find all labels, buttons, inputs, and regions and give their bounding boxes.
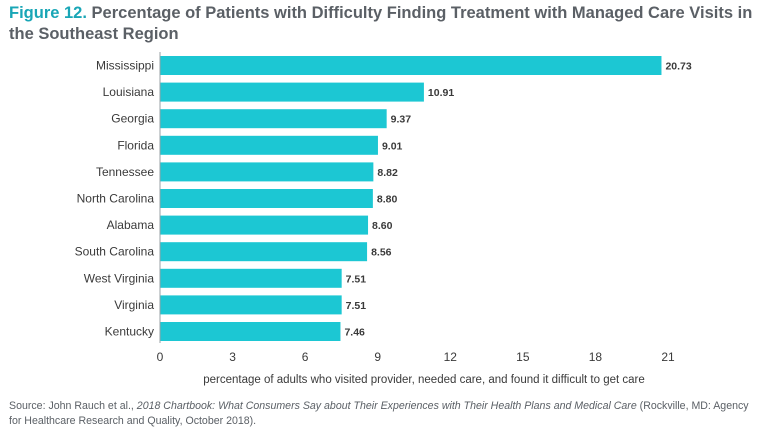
category-label: North Carolina	[77, 192, 155, 206]
x-axis-title: percentage of adults who visited provide…	[203, 374, 645, 386]
bar	[160, 82, 424, 102]
category-label: Kentucky	[105, 325, 154, 339]
bar	[160, 189, 373, 208]
x-tick-label: 3	[229, 350, 236, 364]
x-tick-label: 0	[157, 350, 164, 364]
value-label: 8.56	[371, 247, 392, 259]
x-tick-label: 21	[661, 350, 675, 364]
category-label: Florida	[117, 138, 154, 152]
category-label: Louisiana	[103, 85, 155, 99]
x-tick-label: 6	[302, 350, 309, 364]
category-label: Mississippi	[96, 59, 154, 73]
value-label: 8.82	[377, 167, 398, 179]
value-label: 7.51	[346, 273, 367, 285]
value-label: 10.91	[428, 87, 454, 99]
bar	[160, 109, 387, 129]
category-label: Georgia	[111, 112, 154, 126]
bar	[160, 322, 341, 341]
source-prefix: Source: John Rauch et al.,	[9, 400, 137, 412]
category-label: Virginia	[114, 298, 154, 312]
value-label: 9.37	[391, 114, 412, 126]
x-tick-label: 12	[444, 350, 458, 364]
category-label: West Virginia	[84, 271, 155, 285]
category-label: South Carolina	[75, 245, 155, 259]
source-suffix: (Rockville, MD: Agency for Healthcare Re…	[9, 400, 749, 427]
value-label: 7.46	[344, 327, 365, 339]
bar	[160, 56, 662, 75]
bar	[160, 135, 378, 155]
x-tick-label: 9	[374, 350, 381, 364]
bar	[160, 162, 374, 182]
chart-title: Figure 12. Percentage of Patients with D…	[9, 3, 754, 45]
bar	[160, 215, 369, 235]
source-title: 2018 Chartbook: What Consumers Say about…	[136, 400, 637, 412]
value-label: 20.73	[665, 61, 691, 73]
x-tick-label: 15	[516, 350, 530, 364]
bar	[160, 295, 342, 315]
figure-label: Figure 12.	[9, 4, 87, 22]
source-note: Source: John Rauch et al., 2018 Chartboo…	[9, 399, 757, 429]
title-text: Percentage of Patients with Difficulty F…	[9, 4, 753, 43]
value-label: 7.51	[346, 300, 367, 312]
bar	[160, 242, 368, 262]
value-label: 8.80	[377, 194, 398, 206]
bar	[160, 268, 342, 288]
value-label: 9.01	[382, 140, 403, 152]
category-label: Alabama	[107, 218, 155, 232]
x-tick-label: 18	[589, 350, 603, 364]
category-label: Tennessee	[96, 165, 154, 179]
value-label: 8.60	[372, 220, 393, 232]
